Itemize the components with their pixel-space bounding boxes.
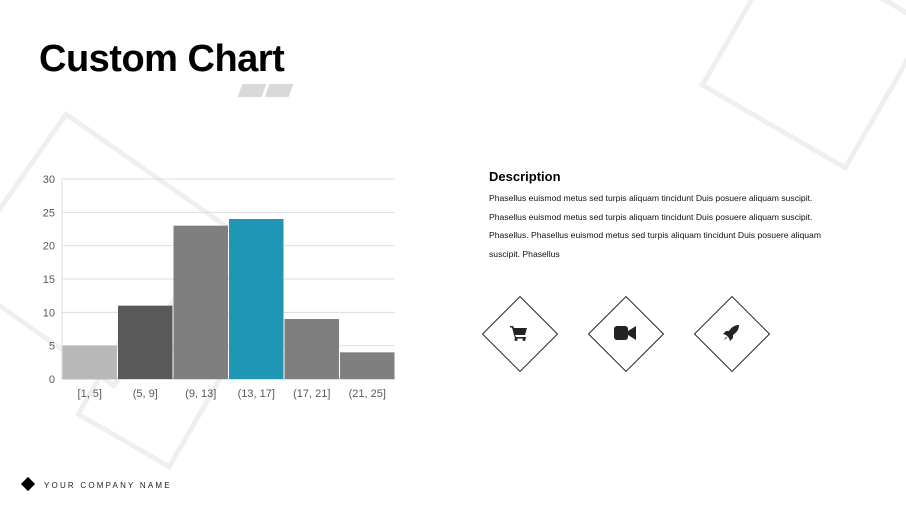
rocket-icon — [694, 296, 768, 370]
x-tick-label: (17, 21] — [293, 388, 330, 400]
bar — [173, 225, 228, 379]
histogram-chart: 0 5 10 15 20 25 30 [1, 5] (5, 9] (9, 13] (13, 17] (… — [43, 174, 395, 400]
x-tick-label: [1, 5] — [78, 388, 102, 400]
x-tick-label: (9, 13] — [185, 388, 216, 400]
company-name: YOUR COMPANY NAME — [44, 481, 172, 490]
y-tick-label: 0 — [49, 374, 55, 386]
y-tick-label: 10 — [43, 307, 55, 319]
y-tick-label: 30 — [43, 174, 55, 186]
shopping-cart-icon — [482, 296, 556, 370]
description-text: Phasellus euismod metus sed turpis aliqu… — [489, 193, 821, 259]
y-tick-label: 20 — [43, 241, 55, 253]
decor-square — [698, 0, 906, 172]
x-tick-label: (21, 25] — [349, 388, 386, 400]
x-tick-label: (13, 17] — [238, 388, 275, 400]
page-title: Custom Chart — [39, 38, 285, 80]
y-tick-label: 25 — [43, 207, 55, 219]
video-camera-icon — [588, 296, 662, 370]
y-tick-label: 5 — [49, 341, 55, 353]
bar — [118, 305, 173, 379]
footer-diamond-icon — [20, 476, 36, 492]
bar — [62, 345, 117, 379]
bar — [340, 352, 395, 379]
description-heading: Description — [489, 169, 561, 184]
x-tick-label: (5, 9] — [133, 388, 158, 400]
bar — [284, 319, 339, 379]
bar — [229, 219, 284, 379]
y-tick-label: 15 — [43, 274, 55, 286]
